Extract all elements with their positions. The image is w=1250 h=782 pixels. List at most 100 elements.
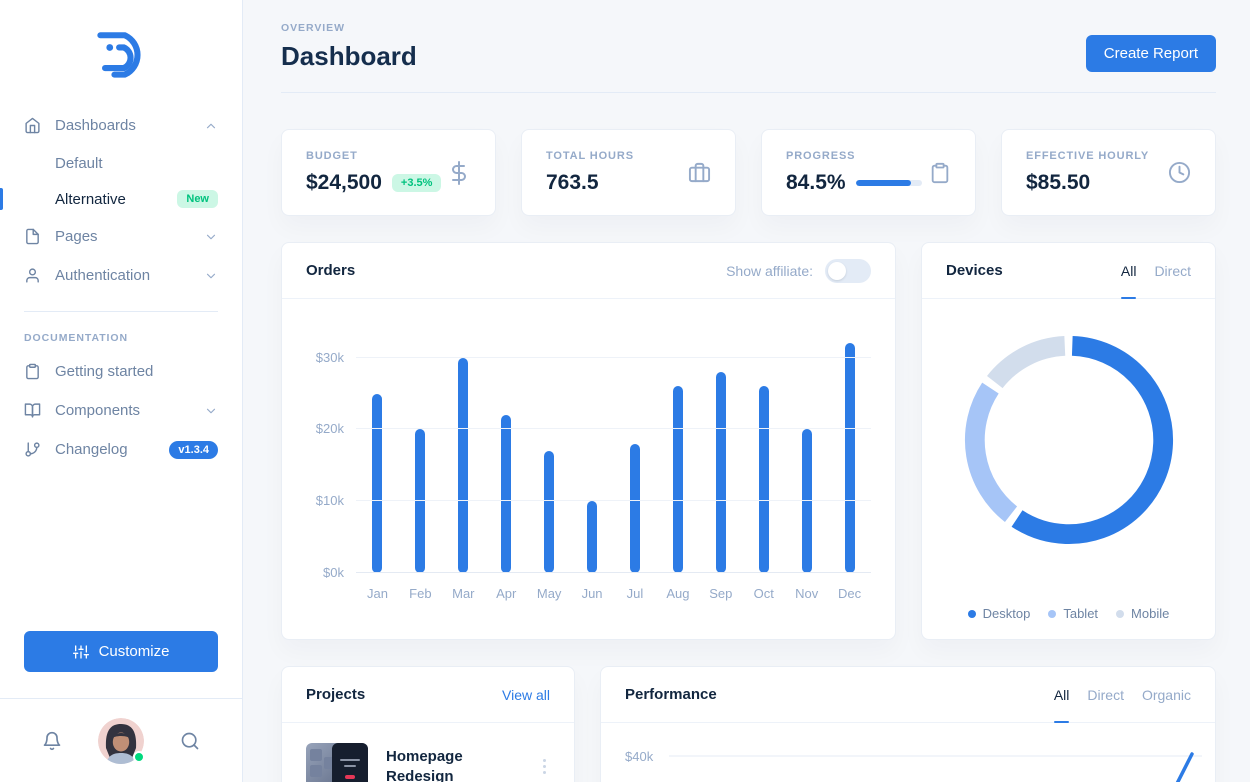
search-icon[interactable] bbox=[180, 731, 200, 751]
sidebar-item-changelog[interactable]: Changelog v1.3.4 bbox=[24, 430, 218, 469]
list-item[interactable]: Homepage Redesign bbox=[306, 743, 550, 782]
sidebar-spacer bbox=[0, 469, 242, 631]
performance-card-header: Performance All Direct Organic bbox=[601, 667, 1215, 723]
performance-title: Performance bbox=[625, 686, 717, 703]
chevron-down-icon bbox=[204, 404, 218, 418]
legend-label: Desktop bbox=[982, 606, 1031, 621]
devices-card-header: Devices All Direct bbox=[922, 243, 1215, 299]
y-axis-tick: $0k bbox=[323, 565, 344, 580]
y-axis-tick: $30k bbox=[315, 349, 344, 365]
devices-donut-chart bbox=[964, 335, 1173, 545]
bar-jun bbox=[587, 501, 598, 573]
bar-column bbox=[614, 329, 657, 573]
stat-value: $85.50 bbox=[1026, 171, 1091, 194]
bar-dec bbox=[844, 343, 855, 573]
dashkit-logo[interactable] bbox=[0, 0, 242, 106]
x-axis-tick: Nov bbox=[795, 586, 819, 601]
performance-tab-all[interactable]: All bbox=[1053, 667, 1069, 723]
book-open-icon bbox=[24, 402, 42, 419]
legend-label: Tablet bbox=[1063, 606, 1099, 621]
gridline: $10k bbox=[316, 493, 871, 508]
customize-button[interactable]: Customize bbox=[24, 631, 218, 672]
devices-tab-all[interactable]: All bbox=[1120, 243, 1136, 299]
show-affiliate-toggle[interactable] bbox=[825, 258, 871, 283]
sidebar-item-alternative[interactable]: Alternative New bbox=[0, 181, 218, 217]
y-axis-tick: $20k bbox=[315, 421, 344, 437]
sidebar-item-label: Alternative bbox=[55, 190, 126, 208]
x-axis-tick: Mar bbox=[452, 586, 475, 601]
sidebar-item-components[interactable]: Components bbox=[24, 391, 218, 430]
bar-column bbox=[785, 329, 828, 573]
stat-value: 763.5 bbox=[546, 171, 599, 194]
bar-sep bbox=[715, 372, 726, 573]
orders-card: Orders Show affiliate: $0k $10k $20k $30k J… bbox=[281, 242, 896, 640]
bell-icon[interactable] bbox=[42, 731, 62, 751]
x-axis-tick: Oct bbox=[753, 586, 774, 601]
budget-card: Budget $24,500 +3.5% bbox=[281, 129, 496, 216]
project-thumbnail bbox=[306, 743, 368, 782]
sidebar-footer bbox=[0, 698, 242, 782]
charts-row: Orders Show affiliate: $0k $10k $20k $30k J… bbox=[281, 242, 1216, 640]
stat-cards-row: Budget $24,500 +3.5% Total hours 763.5 bbox=[281, 129, 1216, 216]
bar-column bbox=[699, 329, 742, 573]
legend-tablet: Tablet bbox=[1048, 606, 1098, 621]
projects-title: Projects bbox=[306, 686, 366, 703]
performance-chart: $40k bbox=[601, 723, 1215, 782]
chevron-up-icon bbox=[204, 119, 218, 133]
more-vertical-icon[interactable] bbox=[539, 755, 550, 778]
bar-column bbox=[442, 329, 485, 573]
budget-change-badge: +3.5% bbox=[391, 174, 442, 192]
orders-bars bbox=[356, 329, 871, 573]
bar-column bbox=[399, 329, 442, 573]
performance-line-chart bbox=[669, 752, 1202, 782]
thumb-decoration bbox=[310, 765, 322, 777]
sidebar-item-default[interactable]: Default bbox=[24, 145, 218, 181]
progress-bar-fill bbox=[855, 180, 912, 186]
briefcase-icon bbox=[688, 161, 711, 184]
stat-label: Progress bbox=[786, 150, 856, 162]
sidebar-divider bbox=[24, 311, 218, 312]
x-axis-tick: Sep bbox=[709, 586, 733, 601]
page-pretitle: Overview bbox=[281, 22, 345, 34]
file-icon bbox=[24, 228, 42, 245]
projects-list: Homepage Redesign bbox=[282, 723, 574, 782]
project-title: Homepage Redesign bbox=[386, 748, 463, 782]
sidebar-item-pages[interactable]: Pages bbox=[24, 217, 218, 256]
sidebar-item-label: Components bbox=[55, 402, 141, 419]
show-affiliate-label: Show affiliate: bbox=[726, 262, 813, 279]
donut-slice-tablet bbox=[964, 335, 1173, 545]
logo-icon bbox=[97, 32, 141, 78]
bar-column bbox=[742, 329, 785, 573]
progress-card: Progress 84.5% bbox=[761, 129, 976, 216]
clipboard-icon bbox=[24, 363, 42, 380]
performance-tab-organic[interactable]: Organic bbox=[1141, 686, 1191, 703]
sidebar-item-authentication[interactable]: Authentication bbox=[24, 256, 218, 295]
x-axis-tick: Aug bbox=[666, 586, 690, 601]
sidebar-item-label: Pages bbox=[55, 228, 98, 245]
view-all-link[interactable]: View all bbox=[502, 686, 550, 703]
sidebar-item-dashboards[interactable]: Dashboards bbox=[24, 106, 218, 145]
devices-chart: Desktop Tablet Mobile bbox=[922, 299, 1215, 639]
sidebar-item-label: Dashboards bbox=[55, 117, 136, 134]
effective-hourly-card: Effective hourly $85.50 bbox=[1001, 129, 1216, 216]
orders-card-header: Orders Show affiliate: bbox=[282, 243, 895, 299]
sidebar: Dashboards Default Alternative New Pages bbox=[0, 0, 243, 782]
bar-oct bbox=[758, 386, 769, 573]
version-badge: v1.3.4 bbox=[169, 440, 218, 459]
thumb-decoration bbox=[340, 759, 360, 761]
toggle-knob bbox=[828, 261, 846, 280]
performance-ytick: $40k bbox=[625, 749, 654, 764]
bar-column bbox=[528, 329, 571, 573]
bar-jan bbox=[372, 393, 383, 573]
performance-tab-direct[interactable]: Direct bbox=[1087, 686, 1124, 703]
devices-tab-direct[interactable]: Direct bbox=[1154, 262, 1191, 279]
new-badge: New bbox=[177, 190, 218, 208]
stat-label: Total hours bbox=[546, 150, 634, 162]
performance-card: Performance All Direct Organic $40k bbox=[600, 666, 1216, 782]
sidebar-item-getting-started[interactable]: Getting started bbox=[24, 352, 218, 391]
gridline: $0k bbox=[323, 565, 871, 580]
create-report-button[interactable]: Create Report bbox=[1085, 35, 1216, 72]
user-avatar[interactable] bbox=[98, 717, 145, 764]
orders-plot-area: $0k $10k $20k $30k bbox=[316, 329, 871, 580]
sidebar-item-label: Changelog bbox=[55, 441, 128, 458]
